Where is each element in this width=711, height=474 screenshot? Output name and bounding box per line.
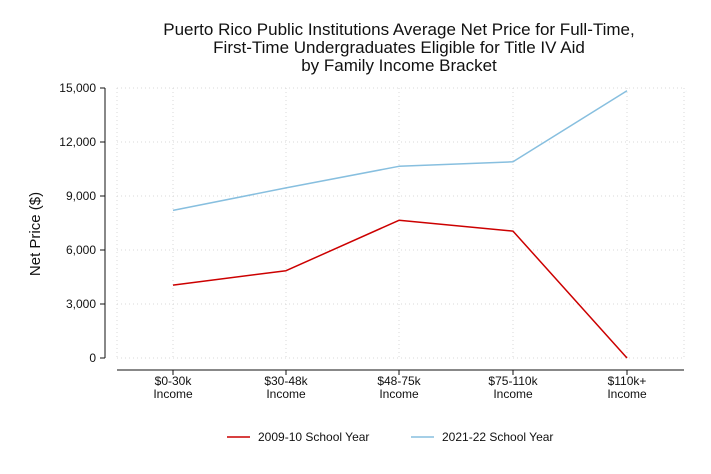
y-tick-label: 9,000: [66, 189, 96, 203]
legend: 2009-10 School Year 2021-22 School Year: [227, 430, 553, 444]
x-tick-label: $48-75k Income: [377, 374, 421, 401]
chart-title-line-1: Puerto Rico Public Institutions Average …: [163, 20, 634, 39]
x-tick-label: $75-110k Income: [488, 374, 538, 401]
series-lines: [172, 90, 628, 359]
x-tick-label: $110k+ Income: [607, 374, 647, 401]
series-line-1: [172, 219, 628, 359]
chart-title: Puerto Rico Public Institutions Average …: [163, 20, 634, 75]
y-axis-label: Net Price ($): [27, 192, 44, 276]
y-tick-label: 3,000: [66, 297, 96, 311]
x-tick-label: $0-30k Income: [153, 374, 193, 401]
axes: 0 3,000 6,000 9,000 12,000 15,000 $0-30k Income…: [59, 81, 684, 401]
gridlines: [116, 87, 685, 359]
y-tick-label: 12,000: [59, 135, 96, 149]
y-tick-label: 6,000: [66, 243, 96, 257]
chart-title-line-3: by Family Income Bracket: [301, 56, 497, 75]
legend-label-1: 2009-10 School Year: [258, 430, 369, 444]
y-tick-label: 15,000: [59, 81, 96, 95]
legend-label-2: 2021-22 School Year: [442, 430, 553, 444]
x-tick-label: $30-48k Income: [264, 374, 308, 401]
chart-title-line-2: First-Time Undergraduates Eligible for T…: [213, 38, 585, 57]
y-tick-label: 0: [89, 351, 96, 365]
series-line-2: [172, 90, 628, 212]
